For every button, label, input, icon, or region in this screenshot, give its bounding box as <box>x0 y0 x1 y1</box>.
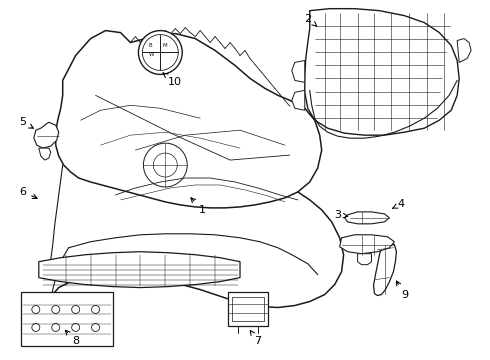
Text: 7: 7 <box>250 330 262 346</box>
Text: 5: 5 <box>20 117 33 128</box>
Circle shape <box>138 31 182 75</box>
Text: 6: 6 <box>20 187 37 199</box>
Polygon shape <box>305 9 459 135</box>
Polygon shape <box>358 254 371 265</box>
Polygon shape <box>34 122 59 148</box>
Polygon shape <box>344 212 390 224</box>
Bar <box>21 292 113 346</box>
Text: 9: 9 <box>396 281 408 300</box>
Polygon shape <box>56 31 322 208</box>
Polygon shape <box>39 252 240 288</box>
Polygon shape <box>373 242 396 296</box>
Text: 10: 10 <box>163 73 182 87</box>
Polygon shape <box>292 90 305 110</box>
Text: 3: 3 <box>334 210 348 220</box>
Text: M: M <box>162 42 167 48</box>
Polygon shape <box>340 235 394 254</box>
Text: 2: 2 <box>304 14 317 26</box>
Text: 1: 1 <box>191 198 206 215</box>
Text: W: W <box>148 53 154 58</box>
Polygon shape <box>39 148 51 160</box>
Text: 8: 8 <box>65 330 79 346</box>
Text: B: B <box>148 42 152 48</box>
Bar <box>232 297 264 321</box>
Bar <box>228 292 268 327</box>
Polygon shape <box>292 60 305 82</box>
Polygon shape <box>457 39 471 62</box>
Text: 4: 4 <box>392 199 405 209</box>
Polygon shape <box>51 80 343 307</box>
